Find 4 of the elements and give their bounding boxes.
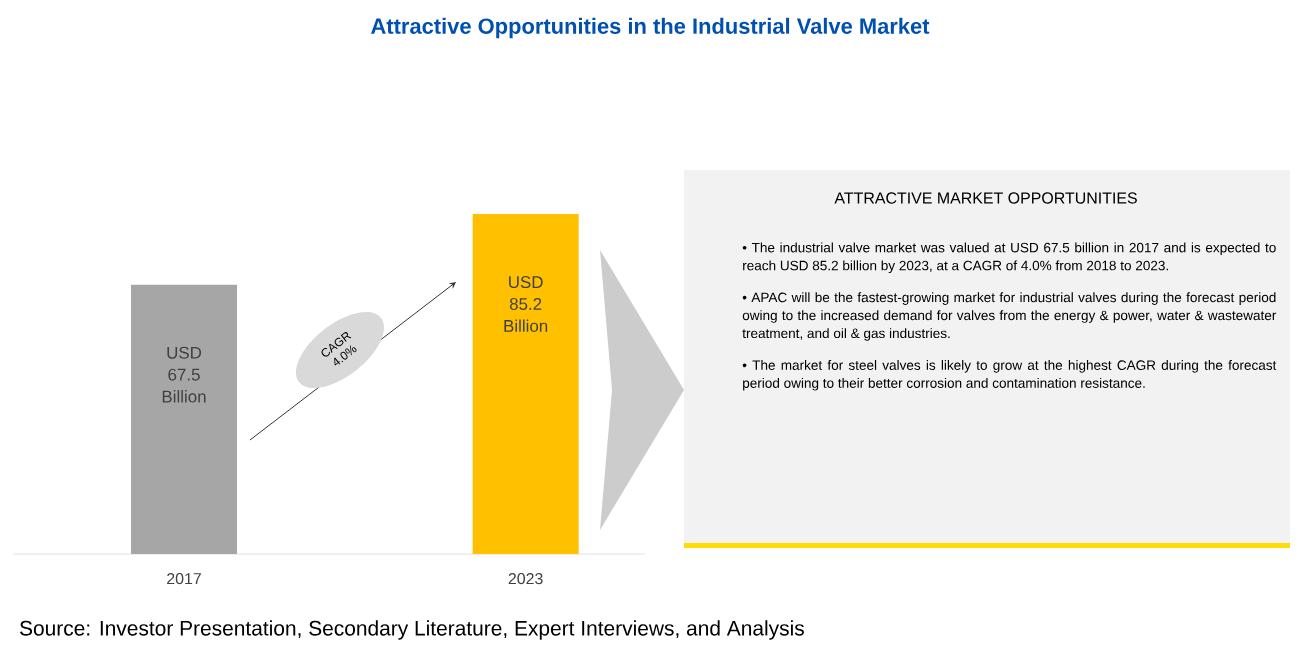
data-label: USD 67.5 Billion [162, 346, 206, 403]
data-label: USD 85.2 Billion [504, 276, 548, 332]
source-note: Source: Investor Presentation, Secondary Literature, Expert Interviews, and Analysis [19, 620, 804, 640]
chart-title: Attractive Opportunities in the Industrial Valve Market [371, 17, 930, 39]
